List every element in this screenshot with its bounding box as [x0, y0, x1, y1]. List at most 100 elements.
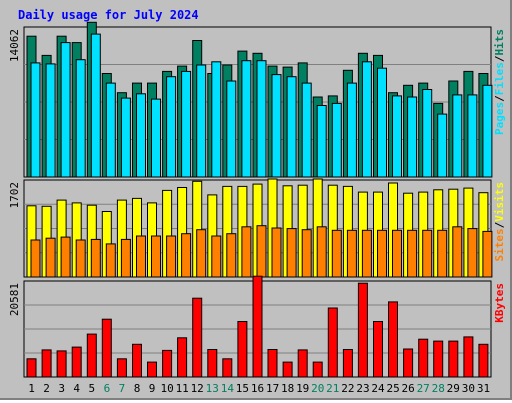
x-tick-label-11: 11: [176, 382, 189, 395]
x-tick-label-9: 9: [149, 382, 156, 395]
bar-kbytes-13: [207, 349, 218, 378]
x-tick-label-16: 16: [251, 382, 264, 395]
legend-visits: Visits: [493, 182, 506, 222]
bar-kbytes-11: [177, 337, 188, 378]
bar-sites-2: [45, 237, 56, 278]
bar-kbytes-10: [162, 349, 173, 378]
bar-files-31: [482, 84, 493, 178]
x-tick-label-20: 20: [311, 382, 324, 395]
x-tick-label-24: 24: [371, 382, 385, 395]
bar-files-29: [452, 94, 463, 178]
x-tick-label-15: 15: [236, 382, 249, 395]
x-tick-label-17: 17: [266, 382, 279, 395]
bar-kbytes-12: [192, 297, 203, 378]
bar-kbytes-17: [267, 349, 278, 378]
bar-kbytes-20: [312, 361, 323, 378]
bar-files-5: [90, 33, 101, 178]
x-tick-label-10: 10: [160, 382, 173, 395]
bar-kbytes-14: [222, 358, 233, 378]
bar-kbytes-29: [448, 340, 459, 378]
x-tick-label-12: 12: [191, 382, 204, 395]
bar-files-2: [45, 63, 56, 178]
x-tick-label-7: 7: [119, 382, 126, 395]
bar-sites-25: [392, 229, 402, 278]
legend-visits-sites: Sites/Visits: [493, 182, 506, 262]
bar-kbytes-23: [357, 282, 368, 378]
bar-files-3: [60, 42, 71, 178]
legend-separator: /: [493, 95, 506, 102]
bar-sites-9: [151, 235, 161, 278]
bar-kbytes-15: [237, 321, 248, 378]
chart-title: Daily usage for July 2024: [18, 8, 199, 22]
bar-sites-31: [482, 230, 493, 278]
bar-files-13: [211, 61, 222, 178]
x-tick-label-27: 27: [417, 382, 430, 395]
legend-separator: /: [493, 55, 506, 62]
bar-kbytes-2: [41, 349, 52, 378]
y-max-label: 20581: [8, 283, 21, 316]
x-tick-label-23: 23: [356, 382, 369, 395]
bar-sites-7: [120, 238, 131, 278]
y-max-label: 14062: [8, 29, 21, 62]
bar-kbytes-30: [463, 336, 474, 378]
bar-kbytes-7: [116, 358, 127, 378]
bar-sites-5: [90, 238, 101, 278]
bar-files-9: [151, 98, 161, 178]
x-tick-label-5: 5: [88, 382, 95, 395]
x-tick-label-25: 25: [386, 382, 399, 395]
x-tick-label-14: 14: [221, 382, 235, 395]
bar-files-26: [407, 96, 418, 178]
bar-sites-14: [226, 233, 237, 278]
bar-kbytes-8: [132, 343, 142, 378]
bar-sites-27: [422, 229, 433, 278]
bar-files-14: [226, 80, 237, 178]
bar-sites-20: [316, 226, 327, 278]
bar-sites-28: [437, 229, 448, 278]
x-tick-label-3: 3: [58, 382, 65, 395]
bar-files-21: [331, 102, 342, 178]
x-tick-label-26: 26: [401, 382, 414, 395]
bar-kbytes-5: [86, 333, 97, 378]
bar-files-15: [241, 60, 252, 178]
x-tick-label-4: 4: [73, 382, 80, 395]
bar-sites-13: [211, 235, 222, 278]
bar-files-27: [422, 89, 433, 178]
bar-files-6: [105, 82, 116, 178]
panel-kbytes: 20581 KBytes: [8, 275, 506, 378]
x-tick-label-29: 29: [447, 382, 460, 395]
bar-sites-8: [136, 235, 146, 278]
legend-kbytes: KBytes: [493, 283, 506, 323]
x-tick-label-19: 19: [296, 382, 309, 395]
bar-sites-30: [467, 228, 478, 278]
x-tick-label-6: 6: [104, 382, 111, 395]
bar-sites-16: [256, 225, 267, 278]
bar-files-16: [256, 60, 267, 178]
legend-hits-files-pages: Pages/Files/Hits: [493, 29, 506, 135]
bar-kbytes-26: [403, 348, 414, 378]
bar-files-30: [467, 94, 478, 178]
bar-files-12: [196, 64, 207, 178]
bar-kbytes-18: [282, 361, 293, 378]
bar-sites-23: [361, 229, 372, 278]
bar-sites-3: [60, 236, 71, 278]
x-tick-label-31: 31: [477, 382, 490, 395]
bar-sites-17: [271, 227, 282, 278]
bar-sites-11: [181, 233, 192, 278]
bar-sites-22: [346, 229, 357, 278]
legend-hits: Hits: [493, 29, 506, 56]
bar-kbytes-28: [433, 340, 444, 378]
bar-kbytes-27: [418, 338, 429, 378]
bar-files-24: [377, 67, 387, 178]
bar-files-23: [361, 61, 372, 178]
bar-files-18: [286, 76, 297, 178]
bar-sites-18: [286, 228, 297, 278]
bar-files-7: [120, 97, 131, 178]
bar-kbytes-4: [71, 346, 82, 378]
bar-kbytes-22: [342, 349, 353, 378]
y-max-label: 1702: [8, 182, 21, 209]
bar-files-1: [30, 62, 41, 178]
x-tick-label-22: 22: [341, 382, 354, 395]
bar-kbytes-16: [252, 275, 263, 378]
x-tick-label-8: 8: [134, 382, 141, 395]
bar-files-19: [301, 82, 312, 178]
